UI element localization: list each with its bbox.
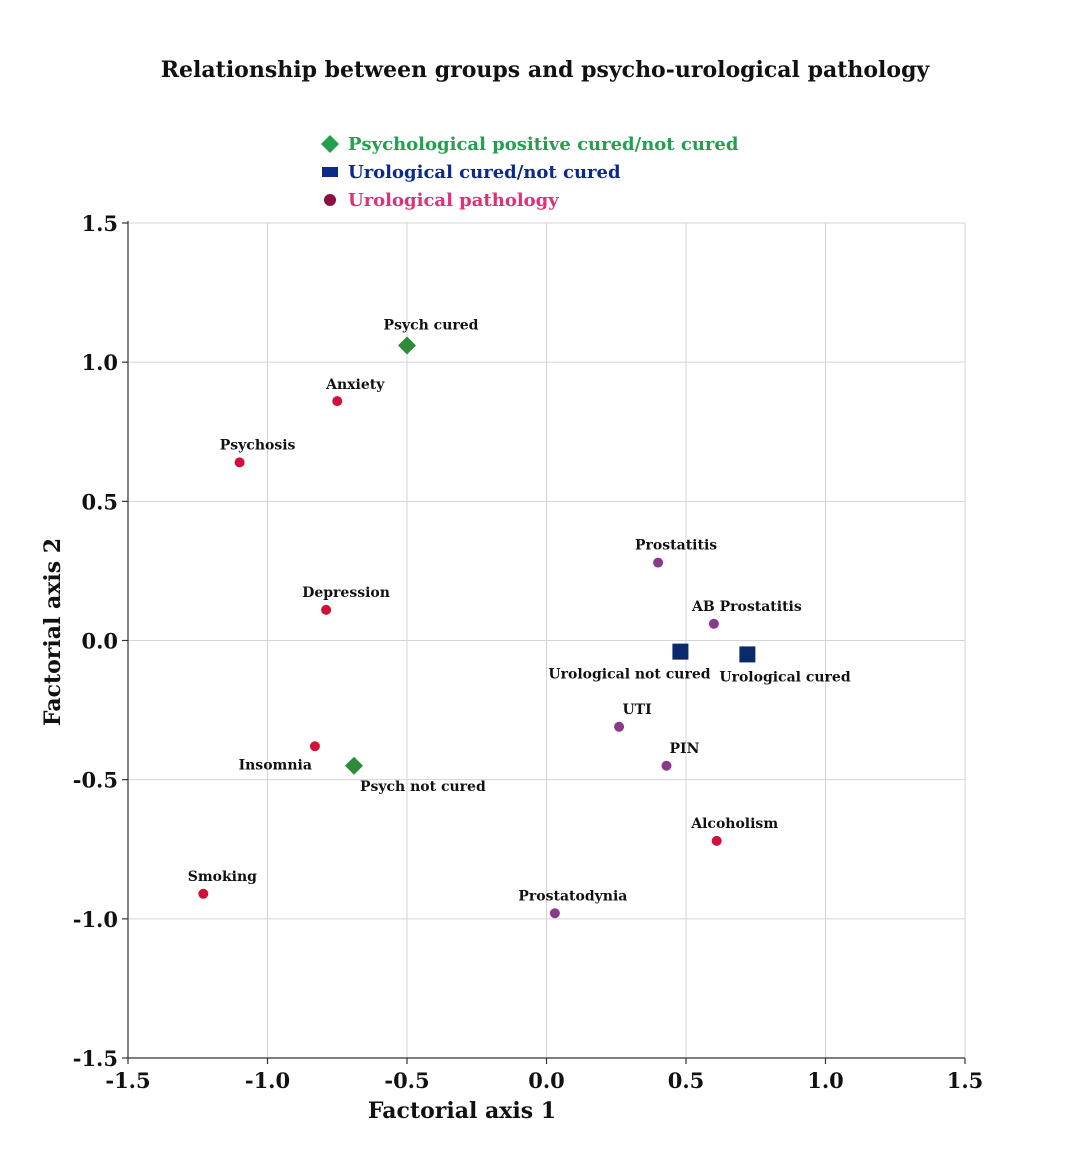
x-tick-label: 0.5 xyxy=(668,1068,705,1093)
data-point xyxy=(234,457,245,468)
data-point xyxy=(549,908,560,919)
x-tick-label: 0.0 xyxy=(528,1068,565,1093)
data-point xyxy=(344,756,363,775)
data-point xyxy=(708,618,719,629)
y-tick-label: -1.5 xyxy=(73,1046,118,1071)
x-tick-label: -0.5 xyxy=(384,1068,429,1093)
legend-entry: Urological pathology xyxy=(348,190,559,211)
legend-diamond-marker xyxy=(321,135,339,153)
data-point-label: AB Prostatitis xyxy=(691,599,802,615)
data-point-label: Prostatitis xyxy=(635,538,717,554)
y-tick-label: 1.0 xyxy=(81,350,118,375)
x-axis-title: Factorial axis 1 xyxy=(368,1098,556,1124)
x-tick-label: -1.5 xyxy=(105,1068,150,1093)
data-point-label: Depression xyxy=(302,585,390,601)
data-point xyxy=(661,760,672,771)
data-point-label: Psych cured xyxy=(384,317,479,333)
y-tick-label: 0.0 xyxy=(81,629,118,654)
data-point-label: Psychosis xyxy=(220,437,296,453)
data-point-label: Alcoholism xyxy=(690,816,778,832)
data-point xyxy=(653,557,664,568)
data-point-label: PIN xyxy=(670,741,700,757)
data-point-label: Insomnia xyxy=(239,757,312,773)
data-point-label: UTI xyxy=(622,702,651,718)
legend-square-marker xyxy=(322,167,338,177)
x-tick-label: 1.0 xyxy=(807,1068,844,1093)
data-point xyxy=(614,721,625,732)
data-point xyxy=(332,396,343,407)
data-point xyxy=(321,604,332,615)
data-point-label: Urological not cured xyxy=(548,667,710,683)
data-point-label: Psych not cured xyxy=(360,779,486,795)
axes: -1.5 -1.0 -0.5 0.0 0.5 1.0 1.5 1.5 1.0 0.5 0.0 -0.5… xyxy=(73,211,984,1093)
y-tick-label: -1.0 xyxy=(73,907,118,932)
data-point xyxy=(739,646,756,663)
y-tick-label: -0.5 xyxy=(73,768,118,793)
y-tick-label: 1.5 xyxy=(81,211,118,236)
x-tick-label: 1.5 xyxy=(947,1068,984,1093)
legend-entry: Psychological positive cured/not cured xyxy=(348,134,739,155)
data-point xyxy=(398,336,416,355)
chart-title: Relationship between groups and psycho-u… xyxy=(161,57,931,83)
x-tick-label: -1.0 xyxy=(245,1068,290,1093)
data-point xyxy=(711,835,722,846)
legend-entry: Urological cured/not cured xyxy=(348,162,621,183)
data-point xyxy=(198,888,209,899)
y-axis-title: Factorial axis 2 xyxy=(40,538,66,726)
data-point xyxy=(672,643,689,660)
data-point-label: Urological cured xyxy=(719,669,850,685)
legend-circle-marker xyxy=(324,194,336,206)
data-point-label: Prostatodynia xyxy=(518,888,627,904)
data-points: Psych cured Psych not cured Urological not… xyxy=(188,317,851,919)
data-point-label: Anxiety xyxy=(325,377,385,393)
legend: Psychological positive cured/not cured Ur… xyxy=(321,134,739,211)
data-point xyxy=(309,741,320,752)
data-point-label: Smoking xyxy=(188,869,257,885)
y-tick-label: 0.5 xyxy=(81,489,118,514)
grid xyxy=(128,222,966,1058)
